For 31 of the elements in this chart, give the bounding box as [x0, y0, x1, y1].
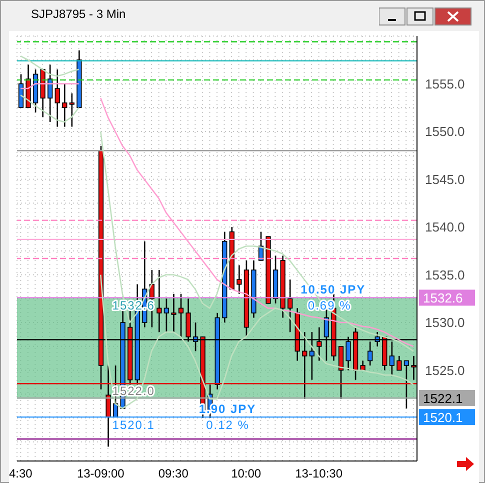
- candlestick: [236, 264, 242, 295]
- ref-line-label: 1520.1: [423, 410, 463, 426]
- candlestick: [18, 74, 24, 108]
- candlestick: [164, 298, 170, 333]
- x-tick-label: 10:00: [231, 466, 262, 481]
- candlestick: [171, 293, 176, 333]
- ref-line-label: 1532.6: [423, 290, 463, 306]
- annotation: 1520.1: [112, 418, 155, 432]
- y-tick-label: 1530.0: [425, 315, 465, 330]
- y-tick-label: 1545.0: [425, 172, 465, 187]
- y-tick-label: 1525.0: [425, 362, 465, 378]
- y-tick-label: 1540.0: [425, 220, 465, 235]
- annotation: 0.12 %: [206, 418, 250, 432]
- y-tick-label: 1555.0: [425, 76, 465, 92]
- annotation: 10.50 JPY: [300, 282, 366, 297]
- candlestick: [404, 360, 410, 410]
- y-tick-label: 1535.0: [425, 267, 465, 282]
- x-tick-label: 4:30: [8, 466, 33, 481]
- candlestick: [156, 269, 162, 333]
- candlestick: [178, 293, 184, 338]
- x-tick-label: 13-09:00: [76, 466, 125, 481]
- ref-line-label: 1522.1: [423, 390, 463, 406]
- candlestick: [69, 92, 74, 128]
- x-tick-label: 13-10:30: [295, 466, 343, 481]
- candlestick: [396, 355, 402, 371]
- chart-title: SJPJ8795 - 3 Min: [31, 7, 126, 21]
- x-tick-label: 09:30: [158, 466, 189, 481]
- candlestick: [62, 83, 68, 128]
- candlestick: [288, 278, 293, 333]
- candlestick: [54, 68, 60, 128]
- y-tick-label: 1550.0: [425, 124, 465, 140]
